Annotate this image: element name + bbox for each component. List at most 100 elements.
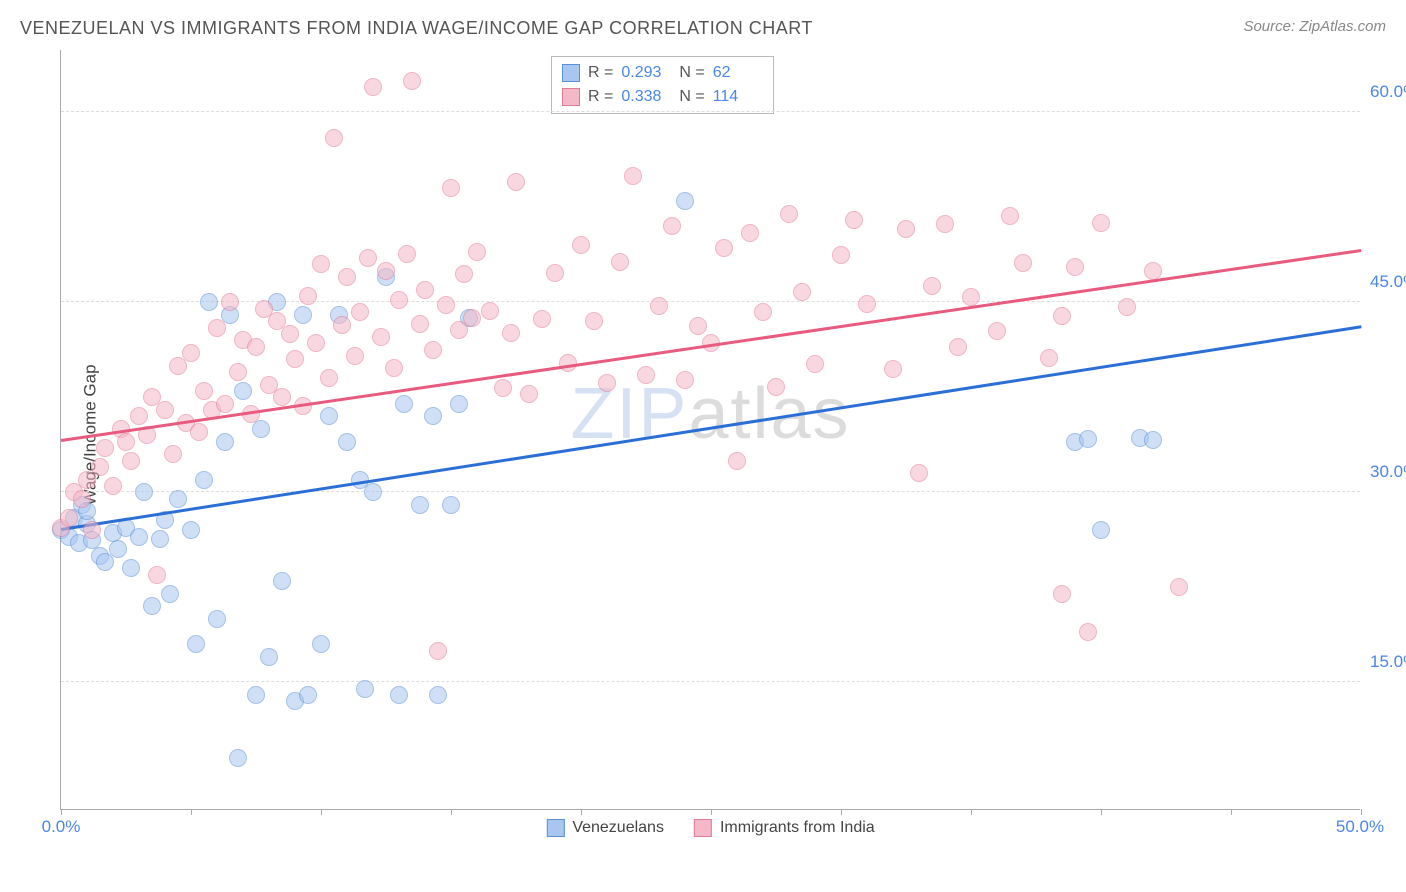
data-point (494, 379, 512, 397)
data-point (130, 528, 148, 546)
gridline (61, 491, 1360, 492)
data-point (151, 530, 169, 548)
data-point (299, 686, 317, 704)
x-tick (1101, 809, 1102, 815)
data-point (403, 72, 421, 90)
data-point (429, 686, 447, 704)
data-point (195, 382, 213, 400)
data-point (122, 452, 140, 470)
y-tick-label: 15.0% (1370, 652, 1406, 672)
data-point (858, 295, 876, 313)
data-point (364, 78, 382, 96)
data-point (216, 433, 234, 451)
x-tick (1231, 809, 1232, 815)
data-point (390, 686, 408, 704)
x-min-label: 0.0% (42, 817, 81, 837)
data-point (481, 302, 499, 320)
data-point (130, 407, 148, 425)
y-tick-label: 45.0% (1370, 272, 1406, 292)
chart-container: Wage/Income Gap ZIPatlas R = 0.293N = 62… (50, 50, 1390, 820)
data-point (988, 322, 1006, 340)
data-point (273, 572, 291, 590)
data-point (338, 268, 356, 286)
data-point (676, 371, 694, 389)
series-swatch (562, 88, 580, 106)
data-point (390, 291, 408, 309)
data-point (312, 255, 330, 273)
data-point (294, 306, 312, 324)
data-point (182, 521, 200, 539)
data-point (190, 423, 208, 441)
data-point (884, 360, 902, 378)
stat-r-label: R = (588, 85, 613, 109)
data-point (395, 395, 413, 413)
data-point (273, 388, 291, 406)
data-point (117, 433, 135, 451)
source-attribution: Source: ZipAtlas.com (1243, 18, 1386, 35)
data-point (234, 382, 252, 400)
data-point (247, 686, 265, 704)
data-point (715, 239, 733, 257)
data-point (312, 635, 330, 653)
data-point (754, 303, 772, 321)
data-point (333, 316, 351, 334)
x-tick (581, 809, 582, 815)
data-point (520, 385, 538, 403)
data-point (468, 243, 486, 261)
data-point (182, 344, 200, 362)
data-point (281, 325, 299, 343)
data-point (195, 471, 213, 489)
data-point (442, 496, 460, 514)
x-tick (1361, 809, 1362, 815)
stat-n-label: N = (679, 61, 704, 85)
data-point (359, 249, 377, 267)
data-point (164, 445, 182, 463)
data-point (208, 610, 226, 628)
data-point (1001, 207, 1019, 225)
data-point (221, 293, 239, 311)
data-point (307, 334, 325, 352)
data-point (936, 215, 954, 233)
data-point (247, 338, 265, 356)
data-point (832, 246, 850, 264)
data-point (356, 680, 374, 698)
data-point (663, 217, 681, 235)
data-point (385, 359, 403, 377)
data-point (216, 395, 234, 413)
gridline (61, 681, 1360, 682)
data-point (398, 245, 416, 263)
plot-area: ZIPatlas R = 0.293N = 62R = 0.338N = 114… (60, 50, 1360, 810)
data-point (897, 220, 915, 238)
data-point (320, 369, 338, 387)
x-tick (451, 809, 452, 815)
data-point (1066, 258, 1084, 276)
data-point (1053, 307, 1071, 325)
data-point (1040, 349, 1058, 367)
data-point (767, 378, 785, 396)
data-point (109, 540, 127, 558)
data-point (187, 635, 205, 653)
data-point (104, 477, 122, 495)
data-point (650, 297, 668, 315)
data-point (780, 205, 798, 223)
data-point (83, 521, 101, 539)
data-point (143, 597, 161, 615)
data-point (1053, 585, 1071, 603)
legend-label: Immigrants from India (720, 819, 875, 837)
data-point (910, 464, 928, 482)
data-point (372, 328, 390, 346)
data-point (611, 253, 629, 271)
data-point (260, 648, 278, 666)
x-tick (61, 809, 62, 815)
data-point (437, 296, 455, 314)
data-point (200, 293, 218, 311)
data-point (411, 315, 429, 333)
y-tick-label: 30.0% (1370, 462, 1406, 482)
x-tick (711, 809, 712, 815)
data-point (455, 265, 473, 283)
data-point (676, 192, 694, 210)
chart-legend: VenezuelansImmigrants from India (546, 819, 874, 837)
x-max-label: 50.0% (1336, 817, 1384, 837)
data-point (364, 483, 382, 501)
series-swatch (562, 64, 580, 82)
